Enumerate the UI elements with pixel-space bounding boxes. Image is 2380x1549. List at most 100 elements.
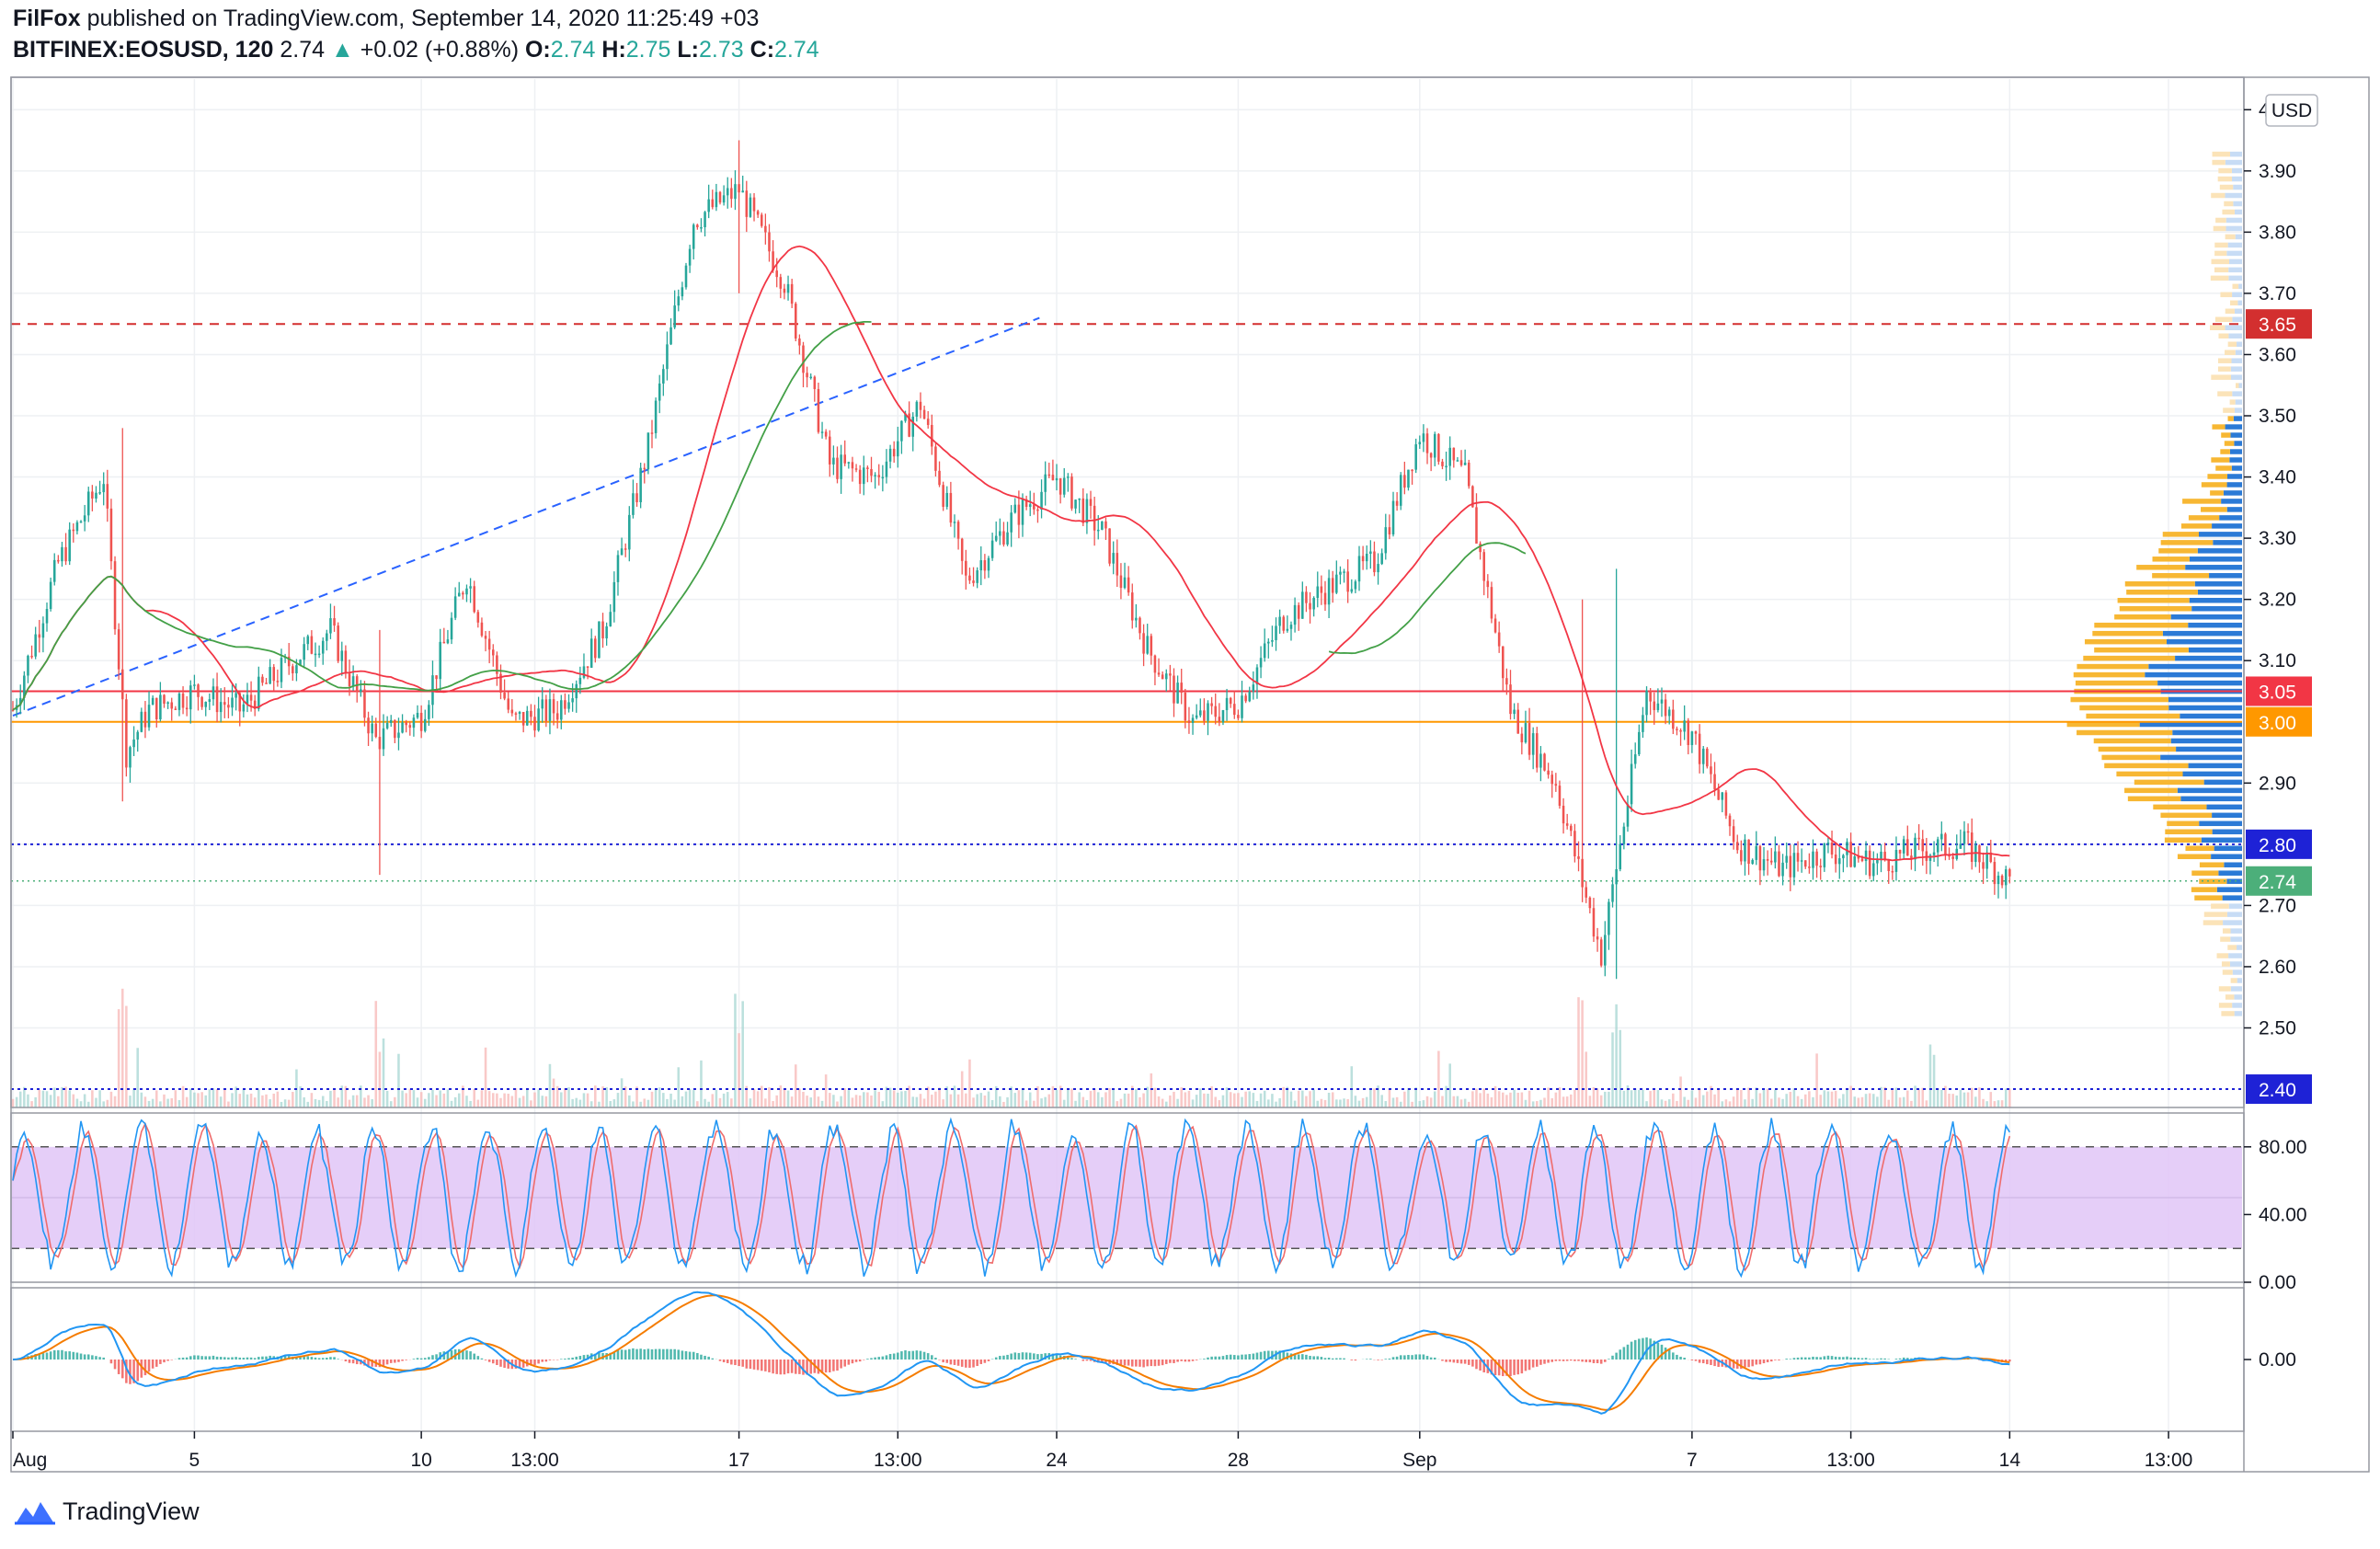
candle-body (1180, 683, 1183, 693)
profile-down (2211, 457, 2230, 463)
macd-histogram-bar (1642, 1337, 1644, 1360)
macd-histogram-bar (1645, 1337, 1648, 1360)
macd-pane (12, 1291, 2011, 1415)
candle-body (666, 344, 669, 370)
macd-histogram-bar (820, 1360, 824, 1374)
macd-histogram-bar (1596, 1360, 1599, 1364)
candle-body (1176, 683, 1179, 704)
volume-bar (1354, 1096, 1357, 1107)
volume-bar (223, 1088, 226, 1107)
candle-body (371, 723, 373, 734)
price-axis[interactable]: 4.003.903.803.703.603.503.403.303.203.10… (2244, 99, 2312, 1371)
candle-body (18, 697, 22, 706)
macd-histogram-bar (283, 1355, 287, 1360)
price-label: 2.40 (2259, 1080, 2296, 1101)
macd-histogram-bar (620, 1349, 624, 1360)
volume-bar (752, 1088, 756, 1107)
profile-up (2229, 961, 2242, 967)
macd-histogram-bar (1384, 1359, 1388, 1360)
macd-histogram-bar (1501, 1360, 1505, 1377)
candle-body (919, 401, 922, 410)
profile-up (2232, 970, 2242, 975)
candle-body (510, 709, 514, 714)
volume-bar (30, 1101, 33, 1107)
candle-body (154, 697, 158, 720)
volume-bar (836, 1101, 839, 1107)
macd-histogram-bar (321, 1358, 325, 1360)
candle-body (1021, 499, 1024, 525)
macd-histogram-bar (1872, 1359, 1875, 1360)
candle-body (1826, 842, 1830, 844)
macd-histogram-bar (514, 1360, 518, 1369)
time-axis[interactable]: Aug 5 10 13:00 17 13:00 24 28 Sep 7 13:00 14 13:00 (12, 1431, 2192, 1471)
volume-bar (143, 1096, 147, 1107)
tradingview-logo[interactable]: TradingView (13, 1497, 200, 1526)
profile-down (2191, 887, 2217, 892)
candle-body (1638, 731, 1641, 755)
candle-body (1369, 551, 1372, 555)
macd-histogram-bar (960, 1360, 964, 1367)
profile-down (2114, 614, 2171, 620)
volume-bar (1676, 1100, 1678, 1107)
profile-up (2234, 994, 2242, 1000)
volume-bar (1622, 1090, 1626, 1107)
volume-bar (1528, 1090, 1531, 1107)
candle-body (166, 702, 169, 705)
candle-body (1135, 617, 1138, 621)
volume-bar (326, 1100, 328, 1107)
candle-body (507, 698, 509, 710)
candle-body (231, 697, 234, 708)
candle-body (1119, 575, 1123, 589)
currency-button[interactable]: USD (2265, 94, 2318, 127)
macd-histogram-bar (578, 1356, 582, 1360)
candle-body (2000, 875, 2004, 886)
volume-bar (1002, 1101, 1005, 1107)
macd-histogram-bar (1808, 1357, 1811, 1360)
profile-down (2225, 350, 2236, 355)
macd-histogram-bar (1123, 1360, 1127, 1366)
volume-bar (1747, 1087, 1750, 1107)
macd-histogram-bar (1127, 1360, 1130, 1366)
candle-body (926, 419, 930, 425)
profile-up (2177, 787, 2242, 794)
macd-histogram-bar (931, 1355, 933, 1360)
macd-histogram-bar (215, 1356, 219, 1360)
candle-body (310, 636, 314, 654)
profile-up (2237, 978, 2242, 983)
macd-histogram-bar (537, 1360, 540, 1364)
macd-histogram-bar (185, 1357, 189, 1360)
symbol-name[interactable]: BITFINEX:EOSUSD, 120 (13, 37, 274, 63)
volume-bar (1275, 1101, 1277, 1107)
macd-histogram-bar (1520, 1360, 1524, 1374)
candle-body (1116, 553, 1119, 576)
candle-body (802, 345, 805, 373)
volume-bar (1656, 1090, 1660, 1107)
trend-line[interactable] (12, 316, 1040, 717)
author-name[interactable]: FilFox (13, 6, 81, 31)
macd-histogram-bar (295, 1357, 298, 1360)
volume-bar (632, 1101, 635, 1107)
candle-body (632, 493, 635, 515)
macd-histogram-bar (1218, 1356, 1221, 1360)
candle-body (326, 633, 328, 641)
volume-bar (204, 1095, 208, 1107)
candle-body (968, 575, 971, 581)
volume-bar (1112, 1088, 1115, 1107)
candle-body (1687, 720, 1690, 745)
profile-up (2157, 680, 2242, 686)
profile-down (2136, 565, 2186, 570)
candle-body (1944, 833, 1947, 855)
macd-histogram-bar (419, 1358, 423, 1360)
macd-histogram-bar (197, 1355, 200, 1360)
volume-bar (1452, 1096, 1456, 1107)
volume-bar (1070, 1088, 1073, 1107)
macd-histogram-bar (1834, 1356, 1837, 1360)
macd-histogram-bar (181, 1357, 185, 1360)
profile-up (2226, 912, 2242, 917)
macd-histogram-bar (344, 1360, 348, 1362)
volume-bar (1081, 1096, 1085, 1107)
time-tick-label: 13:00 (874, 1450, 922, 1471)
volume-bar (151, 1098, 154, 1107)
candle-body (987, 557, 990, 571)
